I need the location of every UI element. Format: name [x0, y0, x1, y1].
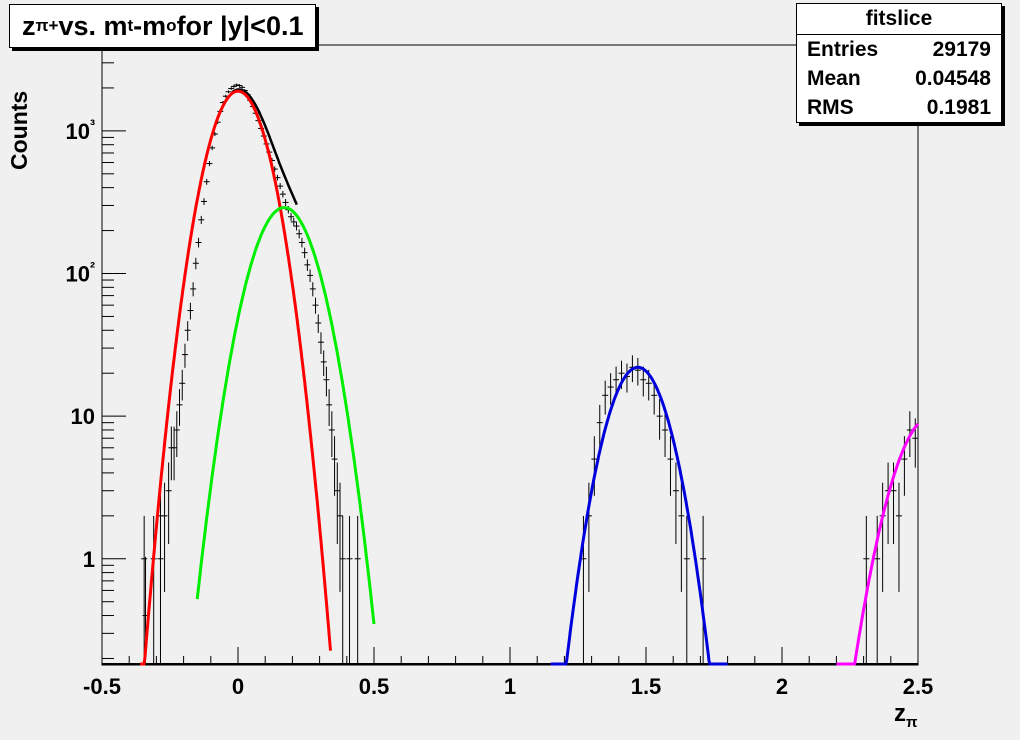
y-tick-label: 10²: [66, 260, 95, 287]
y-axis-title: Counts: [6, 90, 32, 170]
fit-curve-pion: [140, 89, 332, 666]
total-fit-curve: [231, 88, 298, 206]
stats-value: 29179: [932, 38, 991, 61]
stats-row-rms: RMS 0.1981: [797, 93, 1001, 122]
fit-curve-deuteron: [836, 422, 920, 666]
stats-label: RMS: [807, 96, 854, 119]
title-z: z: [22, 10, 36, 41]
y-tick-label: 10: [71, 404, 95, 429]
title-sub-t: t: [127, 16, 134, 35]
stats-label: Entries: [807, 38, 879, 61]
x-axis-title: zπ: [894, 700, 917, 731]
y-tick-label: 1: [83, 547, 95, 572]
title-sub-o: o: [166, 16, 177, 35]
chart-title: z π+ vs. m t -m o for |y|<0.1: [9, 4, 317, 48]
x-tick-label: 0.5: [359, 674, 390, 699]
stats-value: 0.04548: [915, 67, 991, 90]
stats-row-mean: Mean 0.04548: [797, 64, 1001, 93]
x-tick-label: 2: [776, 674, 788, 699]
x-axis-title-main: z: [894, 700, 906, 727]
stats-label: Mean: [807, 67, 861, 90]
title-rest2: -m: [133, 10, 167, 41]
title-rest3: for |y|<0.1: [176, 10, 304, 41]
fit-curve-kaon: [195, 206, 376, 625]
x-tick-label: 1: [504, 674, 516, 699]
stats-box: fitslice Entries 29179 Mean 0.04548 RMS …: [796, 3, 1002, 123]
title-sub-pi: π+: [35, 16, 59, 35]
x-tick-label: 1.5: [631, 674, 662, 699]
plot-frame: [101, 44, 919, 666]
x-tick-label: 0: [232, 674, 244, 699]
y-tick-label: 10³: [66, 117, 95, 144]
stats-value: 0.1981: [926, 96, 991, 119]
title-rest1: vs. m: [58, 10, 128, 41]
y-tick-exponent: ³: [90, 117, 95, 134]
y-tick-exponent: ²: [90, 260, 95, 277]
stats-title: fitslice: [797, 4, 1001, 35]
fit-curve-proton: [550, 365, 728, 666]
stats-row-entries: Entries 29179: [797, 35, 1001, 64]
x-tick-label: -0.5: [83, 674, 121, 699]
x-tick-label: 2.5: [903, 674, 934, 699]
x-axis-title-sub: π: [906, 713, 918, 731]
